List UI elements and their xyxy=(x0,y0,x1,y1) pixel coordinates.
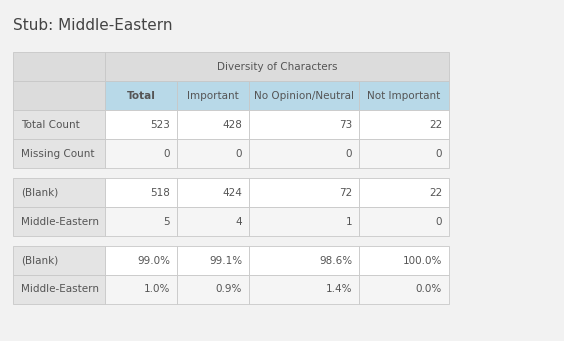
Text: 72: 72 xyxy=(339,188,352,197)
Text: Middle-Eastern: Middle-Eastern xyxy=(21,284,99,295)
Bar xyxy=(249,207,359,236)
Text: 100.0%: 100.0% xyxy=(403,255,442,266)
Bar xyxy=(359,246,449,275)
Bar xyxy=(249,178,359,207)
Text: (Blank): (Blank) xyxy=(21,255,58,266)
Bar xyxy=(177,246,249,275)
Text: 0: 0 xyxy=(346,148,352,159)
Text: Stub: Middle-Eastern: Stub: Middle-Eastern xyxy=(13,18,173,33)
Bar xyxy=(105,275,177,304)
Text: 99.1%: 99.1% xyxy=(209,255,242,266)
Text: 0: 0 xyxy=(236,148,242,159)
Bar xyxy=(13,52,105,81)
Bar xyxy=(249,139,359,168)
Text: Middle-Eastern: Middle-Eastern xyxy=(21,217,99,226)
Text: 4: 4 xyxy=(235,217,242,226)
Bar xyxy=(177,178,249,207)
Text: Missing Count: Missing Count xyxy=(21,148,95,159)
Bar xyxy=(105,81,177,110)
Bar xyxy=(13,275,105,304)
Bar xyxy=(13,246,105,275)
Text: Diversity of Characters: Diversity of Characters xyxy=(217,61,337,72)
Bar xyxy=(13,110,105,139)
Bar xyxy=(249,81,359,110)
Bar xyxy=(105,110,177,139)
Bar xyxy=(105,207,177,236)
Text: 0.0%: 0.0% xyxy=(416,284,442,295)
Bar xyxy=(177,81,249,110)
Text: 424: 424 xyxy=(222,188,242,197)
Text: 98.6%: 98.6% xyxy=(319,255,352,266)
Text: 523: 523 xyxy=(150,119,170,130)
Bar xyxy=(359,81,449,110)
Text: 0: 0 xyxy=(435,148,442,159)
Text: Total: Total xyxy=(126,90,156,101)
Text: Not Important: Not Important xyxy=(367,90,440,101)
Text: 22: 22 xyxy=(429,188,442,197)
Bar xyxy=(105,246,177,275)
Bar xyxy=(249,110,359,139)
Bar xyxy=(359,178,449,207)
Text: 1.0%: 1.0% xyxy=(144,284,170,295)
Bar xyxy=(13,178,105,207)
Bar xyxy=(105,139,177,168)
Bar xyxy=(105,178,177,207)
Bar xyxy=(13,81,105,110)
Text: Total Count: Total Count xyxy=(21,119,80,130)
Bar xyxy=(105,52,449,81)
Text: 518: 518 xyxy=(150,188,170,197)
Text: No Opinion/Neutral: No Opinion/Neutral xyxy=(254,90,354,101)
Text: Important: Important xyxy=(187,90,239,101)
Text: (Blank): (Blank) xyxy=(21,188,58,197)
Text: 5: 5 xyxy=(164,217,170,226)
Bar xyxy=(359,207,449,236)
Text: 73: 73 xyxy=(339,119,352,130)
Bar xyxy=(177,110,249,139)
Bar xyxy=(249,246,359,275)
Bar xyxy=(177,207,249,236)
Bar xyxy=(249,275,359,304)
Text: 0.9%: 0.9% xyxy=(215,284,242,295)
Bar xyxy=(177,139,249,168)
Text: 1.4%: 1.4% xyxy=(325,284,352,295)
Bar xyxy=(13,139,105,168)
Bar xyxy=(359,110,449,139)
Bar xyxy=(359,139,449,168)
Text: 0: 0 xyxy=(164,148,170,159)
Text: 428: 428 xyxy=(222,119,242,130)
Text: 0: 0 xyxy=(435,217,442,226)
Text: 1: 1 xyxy=(345,217,352,226)
Bar xyxy=(13,207,105,236)
Text: 99.0%: 99.0% xyxy=(137,255,170,266)
Text: 22: 22 xyxy=(429,119,442,130)
Bar xyxy=(359,275,449,304)
Bar xyxy=(177,275,249,304)
